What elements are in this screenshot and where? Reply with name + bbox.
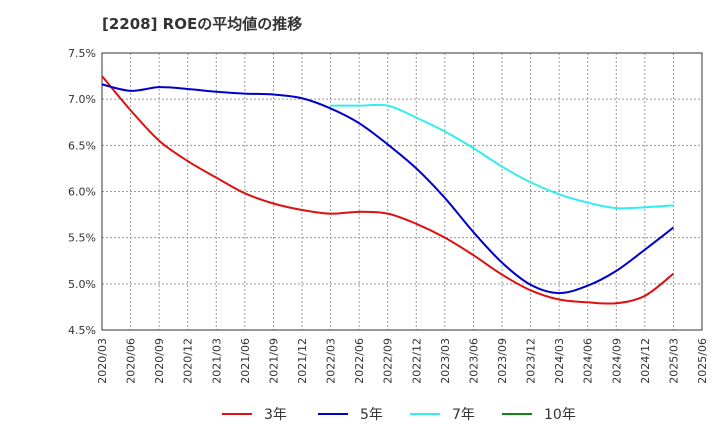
legend-label-2: 5年 [360, 407, 383, 423]
plot-frame [101, 52, 703, 331]
legend-label-1: 3年 [264, 407, 287, 423]
y-tick-label: 6.5% [68, 139, 96, 152]
x-tick-label: 2021/12 [296, 338, 309, 384]
chart-title: [2208] ROEの平均値の推移 [102, 15, 302, 33]
legend-label-3: 7年 [452, 407, 475, 423]
x-tick-label: 2020/06 [125, 338, 138, 384]
x-tick-label: 2021/06 [239, 338, 252, 384]
x-tick-label: 2022/06 [353, 338, 366, 384]
x-tick-label: 2022/03 [325, 338, 338, 384]
x-tick-label: 2020/09 [153, 338, 166, 384]
x-tick-label: 2024/09 [610, 338, 623, 384]
x-tick-label: 2022/09 [382, 338, 395, 384]
series-line-3 [330, 103, 674, 210]
series-line-1 [101, 75, 675, 305]
x-tick-label: 2024/06 [582, 338, 595, 384]
series-line-2 [101, 83, 675, 295]
x-tick-label: 2024/03 [553, 338, 566, 384]
x-tick-label: 2023/09 [496, 338, 509, 384]
x-tick-label: 2023/03 [439, 338, 452, 384]
x-tick-label: 2022/12 [410, 338, 423, 384]
y-tick-label: 5.5% [68, 232, 96, 245]
y-tick-label: 7.5% [68, 47, 96, 60]
x-tick-label: 2021/09 [267, 338, 280, 384]
y-tick-label: 7.0% [68, 93, 96, 106]
x-tick-label: 2023/12 [525, 338, 538, 384]
x-tick-label: 2021/03 [210, 338, 223, 384]
x-tick-label: 2025/03 [667, 338, 680, 384]
y-tick-label: 4.5% [68, 324, 96, 337]
y-tick-label: 5.0% [68, 278, 96, 291]
legend: 3年 5年 7年 10年 [222, 407, 576, 423]
y-tick-label: 6.0% [68, 186, 96, 199]
x-tick-label: 2025/06 [696, 338, 709, 384]
x-tick-label: 2020/12 [182, 338, 195, 384]
x-tick-label: 2024/12 [639, 338, 652, 384]
legend-label-4: 10年 [544, 407, 576, 423]
x-tick-label: 2023/06 [467, 338, 480, 384]
plot-area: 4.5% 5.0% 5.5% 6.0% 6.5% 7.0% 7.5% 2020/03 2020/… [68, 47, 709, 384]
x-tick-label: 2020/03 [96, 338, 109, 384]
